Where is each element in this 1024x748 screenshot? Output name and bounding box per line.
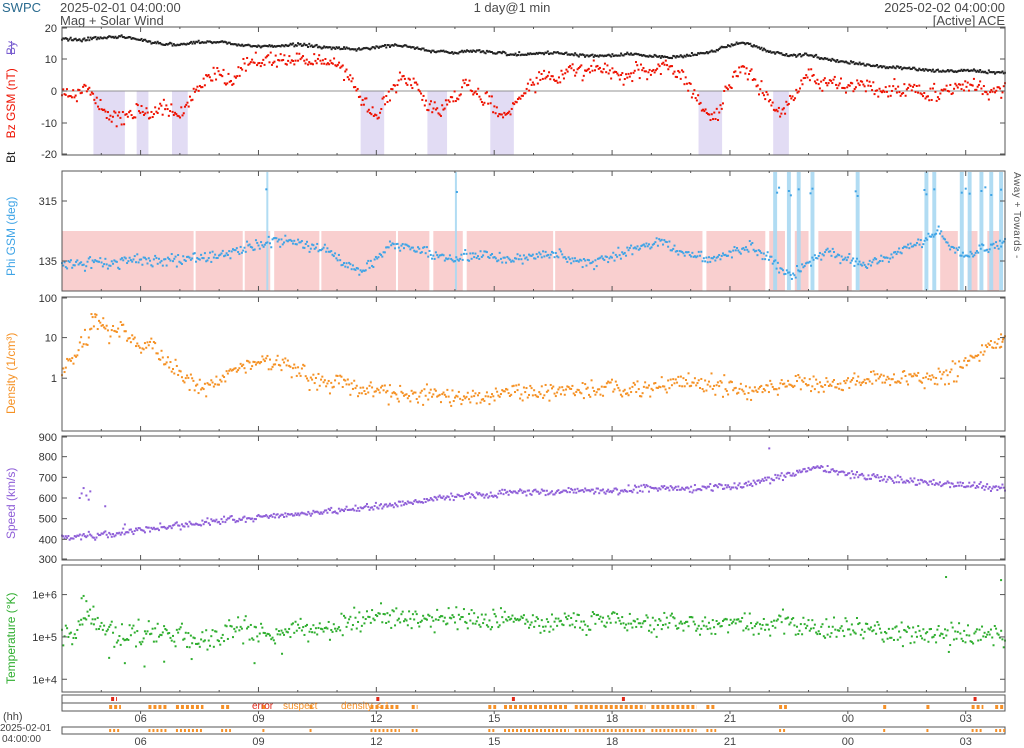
svg-text:-20: -20 — [41, 149, 57, 161]
svg-text:03: 03 — [960, 736, 972, 748]
panel-mag: 20 10 0 -10 -20 — [41, 23, 1006, 161]
svg-text:09: 09 — [252, 713, 264, 725]
flag-legend-2: density < 1 — [341, 701, 390, 712]
svg-text:300: 300 — [39, 554, 57, 566]
svg-text:15: 15 — [488, 713, 500, 725]
svg-text:10: 10 — [45, 333, 57, 345]
svg-text:06: 06 — [134, 713, 146, 725]
svg-text:21: 21 — [724, 736, 736, 748]
panel-temp: 1e+6 1e+5 1e+4 — [32, 564, 1006, 693]
svg-text:00: 00 — [842, 713, 854, 725]
svg-text:1e+4: 1e+4 — [32, 674, 57, 686]
flag-legend-0: error — [252, 701, 274, 712]
svg-text:100: 100 — [39, 293, 57, 305]
plot-subtitle: Mag + Solar Wind — [60, 13, 164, 28]
svg-text:12: 12 — [370, 736, 382, 748]
axis-time-label: 04:00:00 — [2, 734, 41, 745]
svg-text:0: 0 — [51, 86, 57, 98]
svg-text:600: 600 — [39, 493, 57, 505]
panel-density: 100 10 1 — [39, 293, 1006, 432]
svg-text:800: 800 — [39, 452, 57, 464]
svg-text:03: 03 — [960, 713, 972, 725]
plot-start-time: 2025-02-01 04:00:00 — [60, 0, 181, 15]
satellite-status: [Active] ACE — [932, 13, 1005, 28]
svg-text:09: 09 — [252, 736, 264, 748]
flag-legend-1: suspect — [283, 701, 318, 712]
svg-text:1e+5: 1e+5 — [32, 632, 57, 644]
panel-speed: 900 800 700 600 500 400 300 — [39, 432, 1006, 566]
flags-strip: error suspect density < 1 — [61, 694, 1006, 712]
svg-text:06: 06 — [134, 736, 146, 748]
panel-phi: 315 135 — [39, 170, 1006, 292]
axis-date-label: 2025-02-01 — [0, 723, 52, 734]
svg-text:00: 00 — [842, 736, 854, 748]
svg-text:18: 18 — [606, 713, 618, 725]
hh-axis-label: (hh) — [3, 711, 23, 723]
svg-text:1: 1 — [51, 373, 57, 385]
svg-text:10: 10 — [45, 54, 57, 66]
swpc-logo-text: SWPC — [2, 0, 41, 15]
svg-text:15: 15 — [488, 736, 500, 748]
svg-text:400: 400 — [39, 534, 57, 546]
svg-text:18: 18 — [606, 736, 618, 748]
svg-text:315: 315 — [39, 196, 57, 208]
svg-text:900: 900 — [39, 432, 57, 444]
svg-text:1e+6: 1e+6 — [32, 590, 57, 602]
svg-text:500: 500 — [39, 514, 57, 526]
svg-text:21: 21 — [724, 713, 736, 725]
plot-end-time: 2025-02-02 04:00:00 — [884, 0, 1005, 15]
svg-text:12: 12 — [370, 713, 382, 725]
svg-text:700: 700 — [39, 472, 57, 484]
svg-text:-10: -10 — [41, 118, 57, 130]
svg-text:20: 20 — [45, 23, 57, 35]
time-axis: 06 06 09 09 12 12 15 15 18 18 21 21 00 00 03 03 — [61, 711, 1006, 748]
svg-text:135: 135 — [39, 256, 57, 268]
